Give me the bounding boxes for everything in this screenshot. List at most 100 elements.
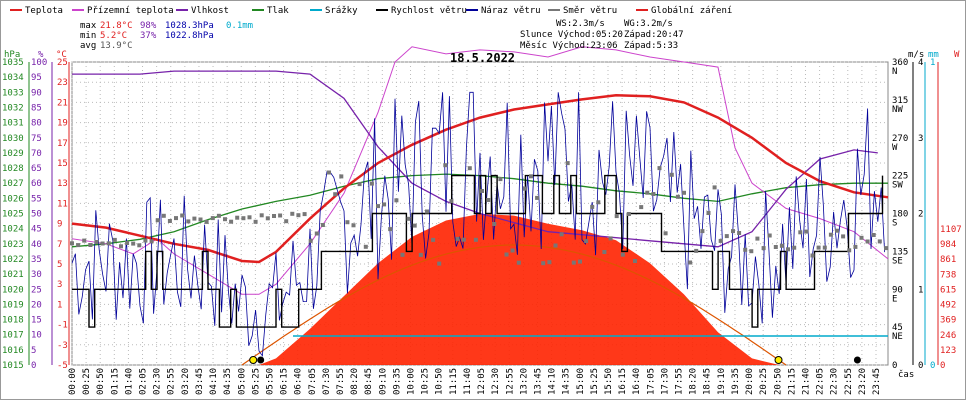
time-tick-label: 00:25 bbox=[82, 368, 92, 395]
wind-direction-point bbox=[406, 216, 411, 221]
legend-label: Směr větru bbox=[563, 6, 617, 16]
wind-direction-point bbox=[828, 232, 833, 237]
wind-direction-point bbox=[651, 192, 656, 196]
hum-unit: % bbox=[38, 50, 44, 60]
hum-tick: 60 bbox=[31, 179, 42, 189]
wind-direction-point bbox=[174, 216, 178, 221]
time-tick-label: 07:05 bbox=[308, 368, 318, 395]
wind-direction-point bbox=[853, 244, 858, 249]
wind-direction-point bbox=[804, 229, 809, 234]
wind-direction-point bbox=[431, 237, 436, 242]
time-tick-label: 05:25 bbox=[251, 368, 261, 395]
hpa-tick: 1024 bbox=[2, 225, 24, 235]
w-tick: 984 bbox=[940, 240, 956, 250]
time-tick-label: 21:40 bbox=[801, 368, 811, 395]
stats-min-label: min bbox=[80, 31, 96, 41]
wind-direction-point bbox=[767, 233, 772, 238]
wind-direction-point bbox=[143, 238, 148, 243]
wind-direction-point bbox=[565, 161, 570, 166]
temp-tick: 19 bbox=[57, 119, 68, 129]
mm-unit: mm bbox=[928, 50, 939, 60]
wind-direction-point bbox=[492, 222, 497, 226]
wind-direction-point bbox=[192, 216, 197, 221]
wind-direction-point bbox=[865, 239, 870, 244]
wind-direction-point bbox=[265, 216, 270, 221]
time-tick-label: 22:05 bbox=[816, 368, 826, 395]
wind-direction-point bbox=[779, 243, 784, 248]
hum-tick: 70 bbox=[31, 149, 42, 159]
wind-direction-point bbox=[626, 212, 631, 216]
wind-direction-point bbox=[541, 261, 546, 266]
mm-tick: 0 bbox=[930, 361, 935, 371]
time-tick-label: 08:45 bbox=[364, 368, 374, 395]
hpa-tick: 1035 bbox=[2, 58, 24, 68]
wind-direction-point bbox=[247, 215, 252, 220]
hum-tick: 15 bbox=[31, 316, 42, 326]
wind-direction-point bbox=[553, 243, 558, 248]
wind-direction-point bbox=[498, 177, 503, 182]
time-tick-label: 18:20 bbox=[689, 368, 699, 395]
wind-direction-point bbox=[718, 238, 723, 243]
wind-direction-point bbox=[131, 241, 136, 246]
legend-label: Přízemní teplota bbox=[87, 6, 174, 16]
wind-direction-point bbox=[204, 219, 209, 224]
radiation-area bbox=[241, 213, 787, 366]
radiation-area-path bbox=[259, 213, 780, 365]
wind-direction-point bbox=[724, 234, 729, 239]
wind-direction-point bbox=[339, 174, 344, 179]
hum-tick: 30 bbox=[31, 270, 42, 280]
dir-deg-tick: 315 bbox=[892, 96, 908, 106]
hpa-tick: 1027 bbox=[2, 179, 24, 189]
wind-direction-point bbox=[345, 220, 350, 225]
stats-min-hum: 37% bbox=[140, 31, 157, 41]
wind-direction-point bbox=[663, 231, 668, 236]
time-tick-label: 03:45 bbox=[195, 368, 205, 395]
hpa-tick: 1031 bbox=[2, 119, 24, 129]
dir-deg-tick: 270 bbox=[892, 134, 908, 144]
legend-label: Tlak bbox=[267, 6, 289, 16]
wind-direction-point bbox=[645, 190, 650, 195]
dir-deg-tick: 225 bbox=[892, 172, 908, 182]
time-tick-label: 15:25 bbox=[590, 368, 600, 395]
time-tick-label: 16:15 bbox=[618, 368, 628, 395]
hpa-tick: 1030 bbox=[2, 134, 24, 144]
time-tick-label: 10:25 bbox=[421, 368, 431, 395]
series-lines bbox=[70, 46, 889, 364]
time-tick-label: 17:30 bbox=[660, 368, 670, 395]
moonset-marker bbox=[257, 356, 265, 364]
time-tick-label: 11:40 bbox=[463, 368, 473, 395]
wind-direction-point bbox=[455, 236, 460, 241]
temp-tick: 23 bbox=[57, 78, 68, 88]
wind-direction-point bbox=[737, 231, 742, 235]
wind-direction-point bbox=[82, 238, 87, 243]
w-unit: W bbox=[954, 50, 960, 60]
time-tick-label: 07:55 bbox=[336, 368, 346, 395]
wind-direction-point bbox=[755, 236, 760, 241]
hum-tick: 20 bbox=[31, 300, 42, 310]
wind-direction-point bbox=[731, 229, 735, 234]
wind-direction-point bbox=[798, 230, 803, 235]
legend: Teplota Přízemní teplota Vlhkost Tlak Srážky… bbox=[10, 6, 732, 16]
wind-direction-point bbox=[308, 238, 313, 243]
wind-direction-point bbox=[816, 245, 821, 250]
time-tick-label: 20:25 bbox=[759, 368, 769, 395]
wind-direction-point bbox=[516, 260, 521, 265]
temp-tick: 3 bbox=[57, 280, 62, 290]
wind-direction-point bbox=[314, 231, 319, 236]
wind-direction-point bbox=[522, 186, 527, 191]
wind-direction-point bbox=[443, 163, 448, 168]
hpa-tick: 1020 bbox=[2, 285, 24, 295]
w-tick: 0 bbox=[940, 361, 945, 371]
hum-tick: 10 bbox=[31, 331, 42, 341]
wind-direction-point bbox=[106, 241, 111, 246]
hpa-tick: 1019 bbox=[2, 300, 24, 310]
info-wg: WG:3.2m/s bbox=[624, 19, 673, 29]
wind-direction-point bbox=[180, 213, 185, 218]
wind-direction-point bbox=[119, 244, 123, 249]
temp-tick: 5 bbox=[57, 260, 62, 270]
time-tick-label: 11:15 bbox=[449, 368, 459, 395]
dir-name-tick: W bbox=[892, 143, 898, 153]
wind-direction-point bbox=[749, 249, 754, 254]
hum-tick: 5 bbox=[31, 346, 36, 356]
w-tick: 1107 bbox=[940, 225, 962, 235]
